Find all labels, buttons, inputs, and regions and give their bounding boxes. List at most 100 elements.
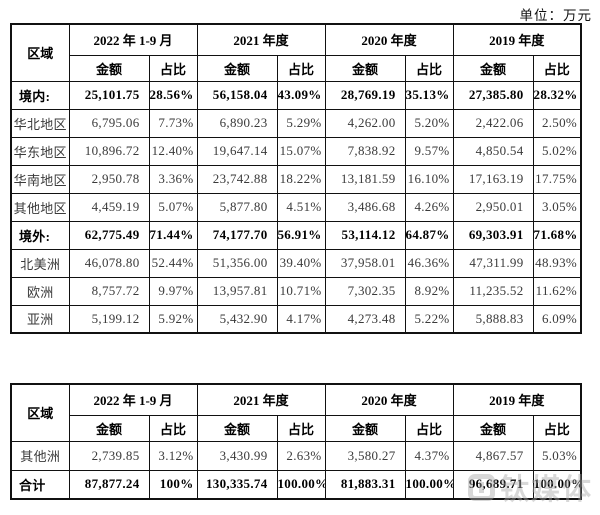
amount-cell: 8,757.72 — [68, 276, 150, 306]
amount-cell: 4,459.19 — [68, 192, 150, 222]
amount-header: 金额 — [324, 414, 406, 442]
region-cell: 华北地区 — [10, 108, 70, 138]
ratio-cell: 9.97% — [148, 276, 198, 306]
unit-label: 单位：万元 — [519, 8, 592, 23]
ratio-cell: 2.63% — [276, 440, 326, 471]
amount-cell: 6,795.06 — [68, 108, 150, 138]
region-header: 区域 — [10, 383, 70, 442]
ratio-cell: 6.09% — [532, 304, 582, 334]
ratio-cell: 4.26% — [404, 192, 454, 222]
table-row: 其他洲 2,739.85 3.12% 3,430.99 2.63% 3,580.27 4.3… — [10, 440, 582, 471]
amount-cell: 3,580.27 — [324, 440, 406, 471]
ratio-header: 占比 — [148, 414, 198, 442]
ratio-cell: 18.22% — [276, 164, 326, 194]
region-cell: 境外: — [10, 220, 70, 250]
amount-cell: 5,888.83 — [452, 304, 534, 334]
ratio-cell: 5.29% — [276, 108, 326, 138]
amount-header: 金额 — [196, 54, 278, 82]
amount-header: 金额 — [324, 54, 406, 82]
amount-cell: 53,114.12 — [324, 220, 406, 250]
amount-cell: 7,302.35 — [324, 276, 406, 306]
amount-cell: 2,739.85 — [68, 440, 150, 471]
ratio-cell: 48.93% — [532, 248, 582, 278]
region-cell: 华南地区 — [10, 164, 70, 194]
region-cell: 华东地区 — [10, 136, 70, 166]
amount-cell: 2,950.78 — [68, 164, 150, 194]
amount-cell: 47,311.99 — [452, 248, 534, 278]
ratio-cell: 4.37% — [404, 440, 454, 471]
ratio-cell: 3.05% — [532, 192, 582, 222]
ratio-cell: 11.62% — [532, 276, 582, 306]
table-row: 其他地区 4,459.19 5.07% 5,877.80 4.51% 3,486.68 4.… — [10, 192, 582, 222]
table-row: 华北地区 6,795.06 7.73% 6,890.23 5.29% 4,262.00 5.… — [10, 108, 582, 138]
amount-header: 金额 — [196, 414, 278, 442]
ratio-header: 占比 — [532, 414, 582, 442]
amount-cell: 74,177.70 — [196, 220, 278, 250]
amount-header: 金额 — [68, 414, 150, 442]
ratio-header: 占比 — [276, 414, 326, 442]
ratio-cell: 4.17% — [276, 304, 326, 334]
period-header-row: 区域 2022 年 1-9 月 2021 年度 2020 年度 2019 年度 — [10, 383, 582, 442]
amount-cell: 19,647.14 — [196, 136, 278, 166]
ratio-header: 占比 — [404, 54, 454, 82]
amount-cell: 130,335.74 — [196, 469, 278, 500]
ratio-cell: 71.44% — [148, 220, 198, 250]
ratio-cell: 5.20% — [404, 108, 454, 138]
amount-header: 金额 — [452, 414, 534, 442]
table-row: 境内: 25,101.75 28.56% 56,158.04 43.09% 28,769.… — [10, 80, 582, 110]
table-row: 华南地区 2,950.78 3.36% 23,742.88 18.22% 13,181.5… — [10, 164, 582, 194]
ratio-cell: 28.56% — [148, 80, 198, 110]
amount-cell: 4,850.54 — [452, 136, 534, 166]
amount-cell: 4,262.00 — [324, 108, 406, 138]
amount-cell: 25,101.75 — [68, 80, 150, 110]
region-cell: 其他地区 — [10, 192, 70, 222]
amount-cell: 27,385.80 — [452, 80, 534, 110]
ratio-header: 占比 — [532, 54, 582, 82]
ratio-cell: 16.10% — [404, 164, 454, 194]
region-cell: 合计 — [10, 469, 70, 500]
amount-cell: 7,838.92 — [324, 136, 406, 166]
ratio-cell: 7.73% — [148, 108, 198, 138]
amount-cell: 62,775.49 — [68, 220, 150, 250]
revenue-by-region-table: 区域 2022 年 1-9 月 2021 年度 2020 年度 2019 年度 … — [10, 23, 583, 334]
ratio-cell: 100.00% — [404, 469, 454, 500]
ratio-cell: 17.75% — [532, 164, 582, 194]
ratio-cell: 4.51% — [276, 192, 326, 222]
amount-cell: 37,958.01 — [324, 248, 406, 278]
period-header-2020: 2020 年度 — [324, 23, 454, 56]
ratio-cell: 28.32% — [532, 80, 582, 110]
ratio-cell: 100.00% — [532, 469, 582, 500]
ratio-cell: 3.36% — [148, 164, 198, 194]
ratio-cell: 2.50% — [532, 108, 582, 138]
ratio-header: 占比 — [404, 414, 454, 442]
ratio-cell: 10.71% — [276, 276, 326, 306]
ratio-cell: 46.36% — [404, 248, 454, 278]
ratio-cell: 100% — [148, 469, 198, 500]
ratio-cell: 5.92% — [148, 304, 198, 334]
ratio-cell: 5.07% — [148, 192, 198, 222]
amount-cell: 5,432.90 — [196, 304, 278, 334]
table-row: 亚洲 5,199.12 5.92% 5,432.90 4.17% 4,273.48 5.22… — [10, 304, 582, 334]
amount-cell: 2,422.06 — [452, 108, 534, 138]
period-header-2019: 2019 年度 — [452, 383, 582, 416]
ratio-cell: 9.57% — [404, 136, 454, 166]
period-header-2022: 2022 年 1-9 月 — [68, 23, 198, 56]
region-cell: 境内: — [10, 80, 70, 110]
period-header-2022: 2022 年 1-9 月 — [68, 383, 198, 416]
ratio-cell: 15.07% — [276, 136, 326, 166]
amount-cell: 5,877.80 — [196, 192, 278, 222]
ratio-cell: 5.02% — [532, 136, 582, 166]
amount-cell: 17,163.19 — [452, 164, 534, 194]
region-cell: 其他洲 — [10, 440, 70, 471]
amount-cell: 96,689.71 — [452, 469, 534, 500]
ratio-cell: 5.22% — [404, 304, 454, 334]
amount-cell: 10,896.72 — [68, 136, 150, 166]
amount-cell: 46,078.80 — [68, 248, 150, 278]
ratio-cell: 5.03% — [532, 440, 582, 471]
ratio-cell: 3.12% — [148, 440, 198, 471]
amount-cell: 11,235.52 — [452, 276, 534, 306]
ratio-cell: 35.13% — [404, 80, 454, 110]
table-row: 欧洲 8,757.72 9.97% 13,957.81 10.71% 7,302.35 8.… — [10, 276, 582, 306]
region-header: 区域 — [10, 23, 70, 82]
table-row: 合计 87,877.24 100% 130,335.74 100.00% 81,883.3… — [10, 469, 582, 500]
